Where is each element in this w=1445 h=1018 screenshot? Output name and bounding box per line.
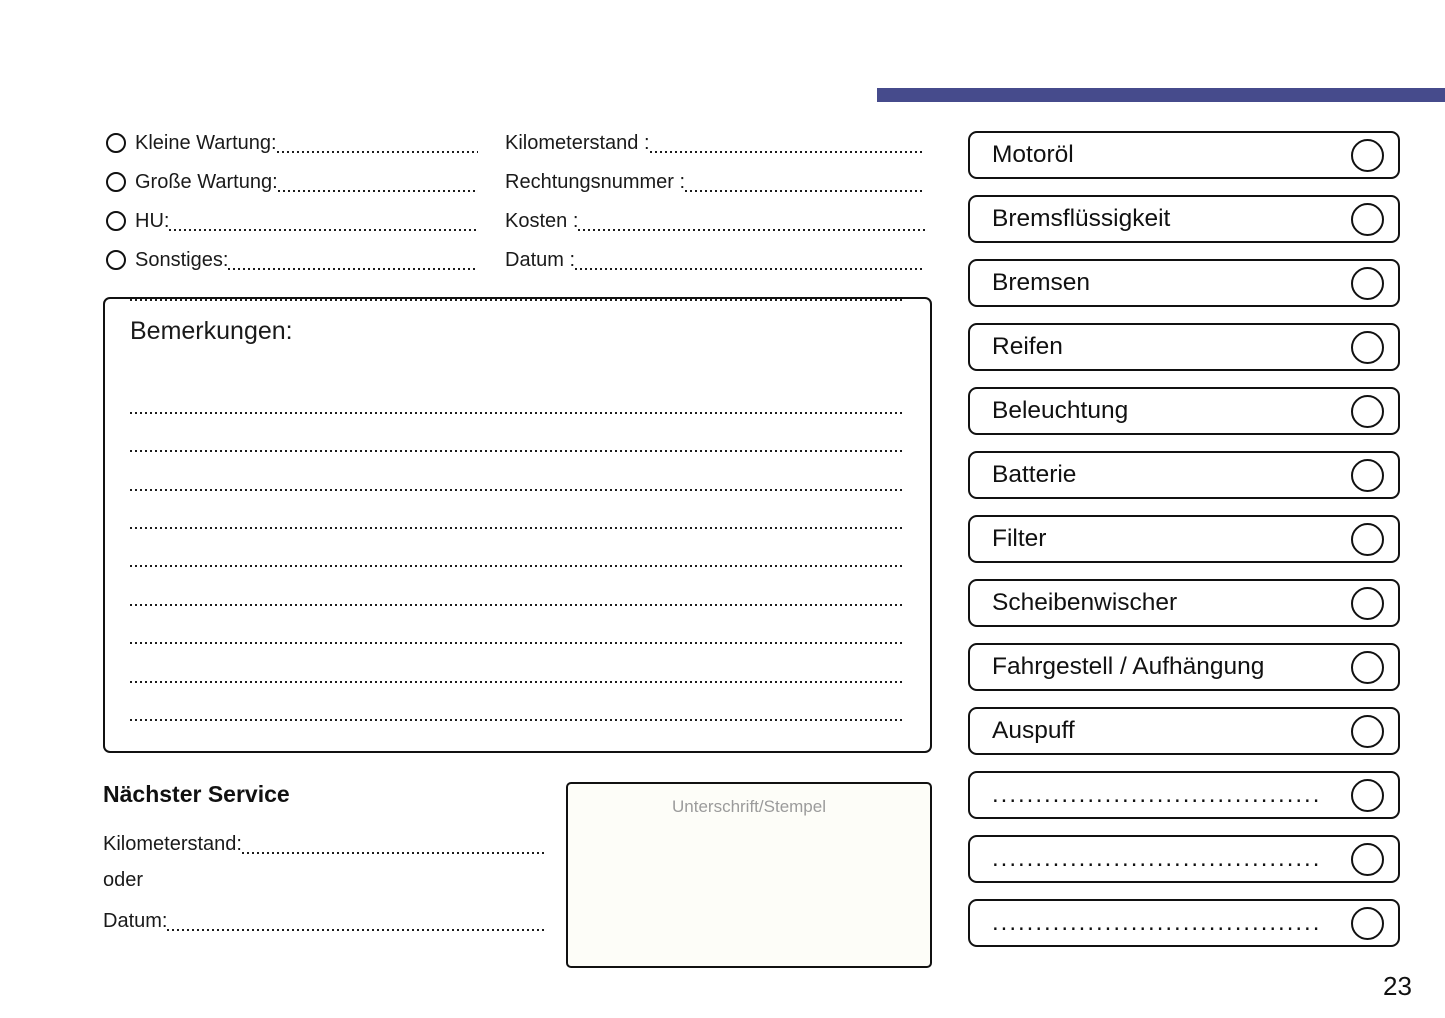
- hu-label: HU:: [135, 209, 170, 232]
- grosse-wartung-label: Große Wartung:: [135, 170, 278, 193]
- checklist-item-label: Filter: [992, 525, 1047, 552]
- remarks-line[interactable]: [130, 450, 905, 452]
- service-type-row-grosse-wartung: Große Wartung:: [106, 168, 478, 196]
- sonstiges-label: Sonstiges:: [135, 248, 229, 271]
- auspuff-check-circle[interactable]: [1351, 714, 1384, 748]
- kilometerstand-fill-line[interactable]: [649, 151, 925, 153]
- filter-check-circle[interactable]: [1351, 522, 1384, 556]
- detail-row-datum: Datum :: [505, 246, 925, 274]
- custom-1-check-circle[interactable]: [1351, 778, 1384, 812]
- checklist-item-bremsfluessigkeit: Bremsflüssigkeit: [968, 195, 1400, 243]
- remarks-line[interactable]: [130, 604, 905, 606]
- kleine-wartung-fill-line[interactable]: [276, 151, 478, 153]
- next-service-row-kilometerstand: Kilometerstand:: [103, 830, 545, 858]
- remarks-line[interactable]: [130, 489, 905, 491]
- checklist-item-beleuchtung: Beleuchtung: [968, 387, 1400, 435]
- checklist-item-batterie: Batterie: [968, 451, 1400, 499]
- detail-row-kosten: Kosten :: [505, 207, 925, 235]
- checklist-item-blank-label[interactable]: ......................................: [992, 781, 1322, 808]
- checklist-item-scheibenwischer: Scheibenwischer: [968, 579, 1400, 627]
- signature-stamp-label: Unterschrift/Stempel: [672, 797, 826, 816]
- batterie-check-circle[interactable]: [1351, 458, 1384, 492]
- detail-row-rechtungsnummer: Rechtungsnummer :: [505, 168, 925, 196]
- scheibenwischer-check-circle[interactable]: [1351, 586, 1384, 620]
- checklist-item-label: Scheibenwischer: [992, 589, 1178, 616]
- bremsfluessigkeit-check-circle[interactable]: [1351, 202, 1384, 236]
- next-service-datum-label: Datum:: [103, 909, 168, 932]
- next-service-kilometerstand-fill-line[interactable]: [241, 852, 545, 854]
- checklist-item-auspuff: Auspuff: [968, 707, 1400, 755]
- remarks-line[interactable]: [130, 681, 905, 683]
- checklist-item-label: Bremsflüssigkeit: [992, 205, 1171, 232]
- checklist-item-blank-label[interactable]: ......................................: [992, 845, 1322, 872]
- remarks-line[interactable]: [130, 642, 905, 644]
- checklist-item-custom-2: ......................................: [968, 835, 1400, 883]
- sonstiges-fill-line[interactable]: [228, 268, 478, 270]
- checklist-item-blank-label[interactable]: ......................................: [992, 909, 1322, 936]
- remarks-line[interactable]: [130, 719, 905, 721]
- checklist-item-reifen: Reifen: [968, 323, 1400, 371]
- hu-radio[interactable]: [106, 211, 126, 231]
- kleine-wartung-radio[interactable]: [106, 133, 126, 153]
- remarks-box: Bemerkungen:: [103, 297, 932, 753]
- checklist-item-label: Batterie: [992, 461, 1077, 488]
- reifen-check-circle[interactable]: [1351, 330, 1384, 364]
- checklist-item-label: Auspuff: [992, 717, 1075, 744]
- sonstiges-radio[interactable]: [106, 250, 126, 270]
- grosse-wartung-fill-line[interactable]: [277, 190, 478, 192]
- checklist-item-label: Reifen: [992, 333, 1063, 360]
- remarks-line[interactable]: [130, 527, 905, 529]
- grosse-wartung-radio[interactable]: [106, 172, 126, 192]
- accent-bar: [877, 88, 1445, 102]
- kosten-label: Kosten :: [505, 209, 579, 232]
- next-service-title: Nächster Service: [103, 781, 290, 807]
- checklist-item-filter: Filter: [968, 515, 1400, 563]
- rechtungsnummer-fill-line[interactable]: [685, 190, 925, 192]
- next-service-row-datum: Datum:: [103, 907, 545, 935]
- checklist-item-motoroel: Motoröl: [968, 131, 1400, 179]
- checklist-item-label: Bremsen: [992, 269, 1091, 296]
- checklist-item-custom-3: ......................................: [968, 899, 1400, 947]
- checklist-item-label: Beleuchtung: [992, 397, 1129, 424]
- checklist-item-label: Fahrgestell / Aufhängung: [992, 653, 1265, 680]
- kilometerstand-label: Kilometerstand :: [505, 131, 650, 154]
- service-type-row-sonstiges: Sonstiges:: [106, 246, 478, 274]
- checklist-item-fahrgestell-aufhaengung: Fahrgestell / Aufhängung: [968, 643, 1400, 691]
- custom-3-check-circle[interactable]: [1351, 906, 1384, 940]
- bremsen-check-circle[interactable]: [1351, 266, 1384, 300]
- checklist-item-label: Motoröl: [992, 141, 1074, 168]
- signature-stamp-box[interactable]: Unterschrift/Stempel: [566, 782, 932, 968]
- inspection-checklist: Motoröl Bremsflüssigkeit Bremsen Reifen …: [968, 131, 1400, 963]
- kosten-fill-line[interactable]: [578, 229, 925, 231]
- remarks-line[interactable]: [130, 565, 905, 567]
- remarks-line[interactable]: [130, 299, 905, 301]
- kleine-wartung-label: Kleine Wartung:: [135, 131, 277, 154]
- service-type-row-kleine-wartung: Kleine Wartung:: [106, 129, 478, 157]
- hu-fill-line[interactable]: [169, 229, 478, 231]
- rechtungsnummer-label: Rechtungsnummer :: [505, 170, 686, 193]
- datum-fill-line[interactable]: [575, 268, 925, 270]
- checklist-item-bremsen: Bremsen: [968, 259, 1400, 307]
- page-number: 23: [1383, 971, 1412, 1001]
- datum-label: Datum :: [505, 248, 576, 271]
- fahrgestell-aufhaengung-check-circle[interactable]: [1351, 650, 1384, 684]
- custom-2-check-circle[interactable]: [1351, 842, 1384, 876]
- beleuchtung-check-circle[interactable]: [1351, 394, 1384, 428]
- remarks-title: Bemerkungen:: [130, 317, 293, 345]
- remarks-line[interactable]: [130, 412, 905, 414]
- next-service-datum-fill-line[interactable]: [167, 929, 545, 931]
- next-service-or-label: oder: [103, 869, 144, 891]
- motoroel-check-circle[interactable]: [1351, 138, 1384, 172]
- checklist-item-custom-1: ......................................: [968, 771, 1400, 819]
- detail-row-kilometerstand: Kilometerstand :: [505, 129, 925, 157]
- next-service-kilometerstand-label: Kilometerstand:: [103, 832, 242, 855]
- service-type-row-hu: HU:: [106, 207, 478, 235]
